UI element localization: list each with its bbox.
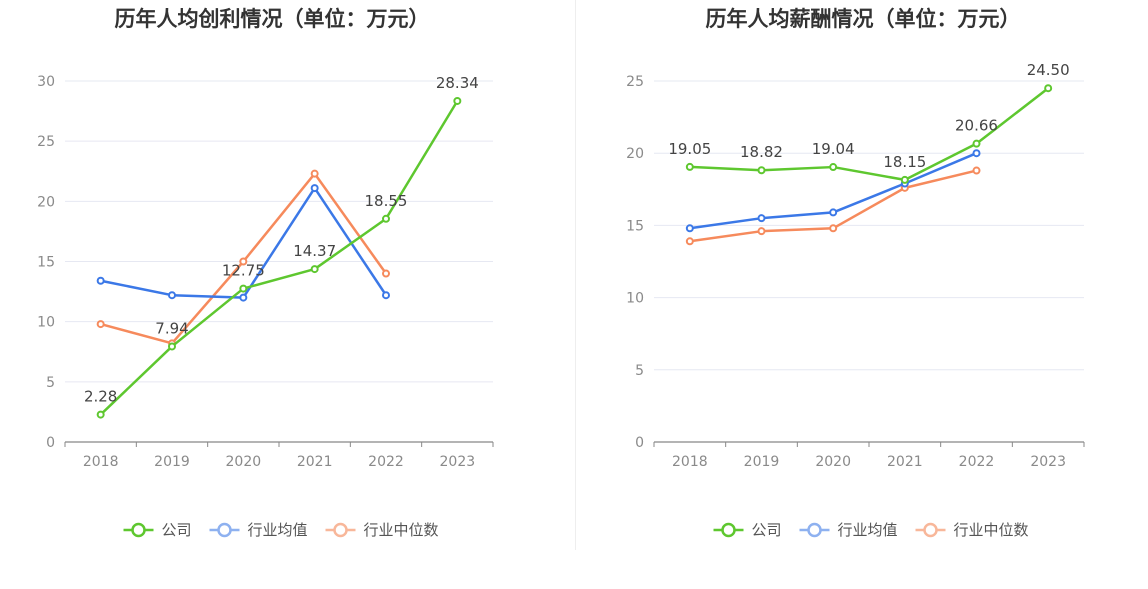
data-label: 19.04 (812, 140, 855, 158)
legend-item-industry_median: 行业中位数 (325, 521, 439, 539)
data-point-company (382, 214, 390, 223)
data-point-industry_median (972, 166, 981, 175)
data-point-company (96, 410, 105, 419)
data-label: 12.75 (222, 262, 265, 280)
x-tick-label: 2020 (815, 454, 851, 470)
profit-chart-svg: 历年人均创利情况（单位：万元） 0 5 10 15 20 25 30 2018 2019 2020… (37, 7, 494, 539)
legend-marker (333, 522, 348, 538)
legend-label: 行业均值 (838, 521, 898, 539)
data-label: 18.55 (365, 192, 408, 210)
legend-label: 行业均值 (248, 521, 308, 539)
data-point-company (685, 162, 694, 171)
y-tick-label: 25 (37, 134, 55, 150)
data-label: 2.28 (84, 388, 117, 406)
data-point-industry_avg (168, 291, 176, 300)
salary-chart-svg: 历年人均薪酬情况（单位：万元） 0 5 10 15 20 25 2018 2019 2020 20… (626, 7, 1085, 539)
data-point-company (168, 342, 176, 351)
data-point-industry_median (829, 224, 838, 233)
data-point-industry_median (96, 320, 105, 329)
data-point-industry_avg (829, 208, 838, 217)
legend-item-industry_avg: 行业均值 (209, 521, 308, 539)
data-label: 28.34 (436, 74, 479, 92)
y-tick-label: 5 (635, 363, 644, 379)
legend-item-industry_median: 行业中位数 (915, 521, 1029, 539)
x-tick-label: 2021 (297, 454, 333, 470)
legend-label: 公司 (752, 521, 782, 539)
x-tick-label: 2023 (440, 454, 476, 470)
y-tick-label: 15 (37, 255, 55, 271)
x-tick-label: 2021 (887, 454, 923, 470)
legend-marker (217, 522, 232, 538)
data-point-industry_avg (757, 214, 766, 223)
data-point-company (453, 96, 462, 105)
y-tick-label: 15 (626, 218, 644, 234)
series-line-company (99, 100, 459, 416)
chart-title: 历年人均创利情况（单位：万元） (115, 7, 430, 31)
data-point-industry_avg (96, 276, 105, 285)
data-point-company (900, 175, 909, 184)
data-label: 19.05 (668, 140, 711, 158)
legend-item-company: 公司 (713, 521, 782, 539)
legend-item-industry_avg: 行业均值 (799, 521, 898, 539)
legend-marker (721, 522, 736, 538)
data-point-industry_median (239, 257, 248, 266)
data-point-industry_avg (685, 224, 694, 233)
x-tick-label: 2018 (672, 454, 708, 470)
x-tick-label: 2019 (744, 454, 780, 470)
data-label: 14.37 (293, 242, 336, 260)
y-tick-label: 10 (37, 315, 55, 331)
y-tick-label: 30 (37, 74, 55, 90)
y-tick-label: 20 (37, 194, 55, 210)
data-label: 18.82 (740, 143, 783, 161)
data-label: 18.15 (883, 153, 926, 171)
panel-divider (575, 0, 576, 550)
legend-marker (923, 522, 938, 538)
chart-title: 历年人均薪酬情况（单位：万元） (706, 7, 1021, 31)
x-tick-label: 2020 (226, 454, 262, 470)
x-tick-label: 2022 (959, 454, 995, 470)
series-line-industry_avg (100, 186, 388, 299)
data-point-company (972, 139, 981, 148)
legend-marker (807, 522, 822, 538)
y-tick-label: 25 (626, 74, 644, 90)
data-point-company (310, 265, 319, 274)
x-tick-label: 2019 (154, 454, 190, 470)
data-point-company (829, 163, 838, 172)
data-point-industry_median (310, 169, 319, 178)
data-label: 24.50 (1027, 61, 1070, 79)
y-tick-label: 0 (635, 435, 644, 451)
x-tick-label: 2023 (1030, 454, 1066, 470)
salary-per-capita-chart: 历年人均薪酬情况（单位：万元） 0 5 10 15 20 25 2018 2019 2020 20… (577, 0, 1148, 589)
data-point-company (757, 166, 766, 175)
data-point-industry_avg (239, 293, 248, 302)
legend-marker (131, 522, 146, 538)
y-tick-label: 10 (626, 291, 644, 307)
data-label: 20.66 (955, 117, 998, 135)
data-point-industry_avg (382, 291, 390, 300)
legend-label: 行业中位数 (954, 521, 1029, 539)
y-tick-label: 0 (46, 435, 55, 451)
x-tick-label: 2022 (368, 454, 404, 470)
data-point-industry_median (382, 269, 390, 278)
data-point-industry_median (685, 237, 694, 246)
data-point-company (1044, 84, 1053, 93)
y-tick-label: 5 (46, 375, 55, 391)
data-point-industry_median (757, 227, 766, 236)
series-line-company (689, 87, 1049, 182)
data-label: 7.94 (155, 319, 188, 337)
y-tick-label: 20 (626, 146, 644, 162)
data-point-industry_avg (972, 149, 981, 158)
x-tick-label: 2018 (83, 454, 119, 470)
legend-label: 行业中位数 (364, 521, 439, 539)
legend-label: 公司 (162, 521, 192, 539)
data-point-industry_avg (310, 184, 319, 193)
legend-item-company: 公司 (123, 521, 192, 539)
data-point-company (239, 284, 248, 293)
profit-per-capita-chart: 历年人均创利情况（单位：万元） 0 5 10 15 20 25 30 2018 2019 2020… (37, 7, 494, 539)
